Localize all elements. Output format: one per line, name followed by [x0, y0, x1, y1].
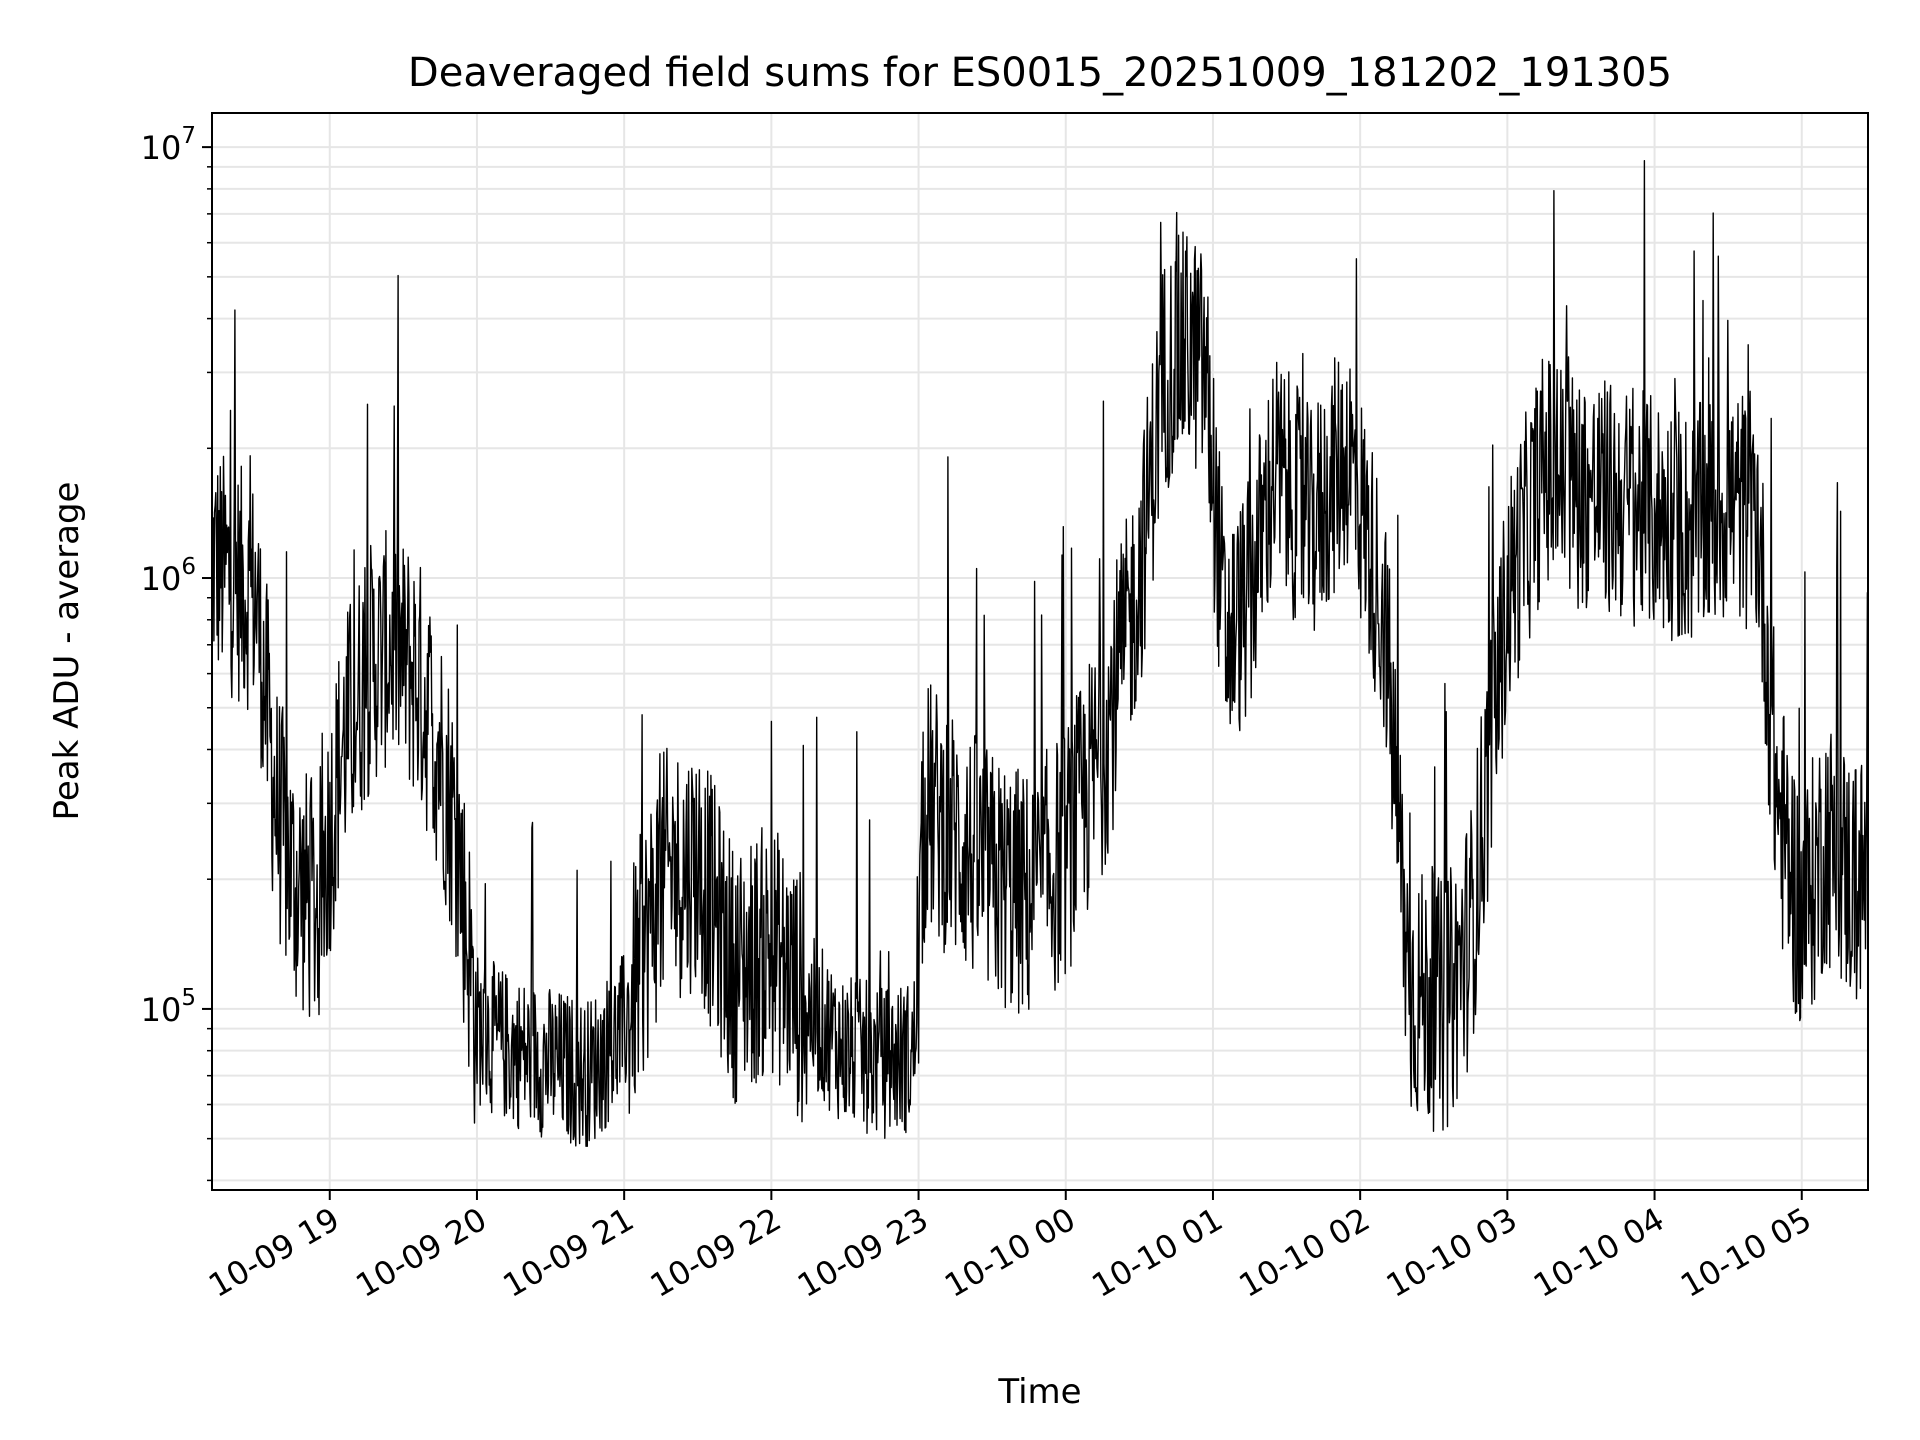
x-tick-label: 10-09 21: [497, 1200, 641, 1305]
y-tick-label: 107: [141, 123, 196, 167]
chart-title: Deaveraged field sums for ES0015_2025100…: [408, 50, 1672, 96]
x-tick-label: 10-09 20: [349, 1200, 493, 1305]
x-tick-label: 10-10 01: [1085, 1200, 1229, 1305]
x-tick-label: 10-09 19: [202, 1200, 346, 1305]
y-tick-label: 106: [141, 554, 196, 598]
y-axis-label: Peak ADU - average: [47, 482, 87, 821]
series: [211, 160, 1869, 1147]
series-line: [211, 160, 1869, 1147]
x-tick-label: 10-10 04: [1527, 1200, 1671, 1305]
x-tick-label: 10-10 02: [1233, 1200, 1377, 1305]
x-tick-label: 10-09 22: [644, 1200, 788, 1305]
x-axis: 10-09 19 10-09 20 10-09 21 10-09 22 10-09 23…: [202, 1190, 1818, 1305]
y-tick-label: 105: [141, 985, 196, 1029]
x-tick-label: 10-09 23: [791, 1200, 935, 1305]
plot-frame: [211, 112, 1869, 1191]
y-axis: 105 106 107: [141, 123, 212, 1182]
x-axis-label: Time: [997, 1372, 1081, 1412]
x-tick-label: 10-10 03: [1380, 1200, 1524, 1305]
x-tick-label: 10-10 00: [938, 1200, 1082, 1305]
x-tick-label: 10-10 05: [1674, 1200, 1818, 1305]
grid: [212, 113, 1868, 1190]
